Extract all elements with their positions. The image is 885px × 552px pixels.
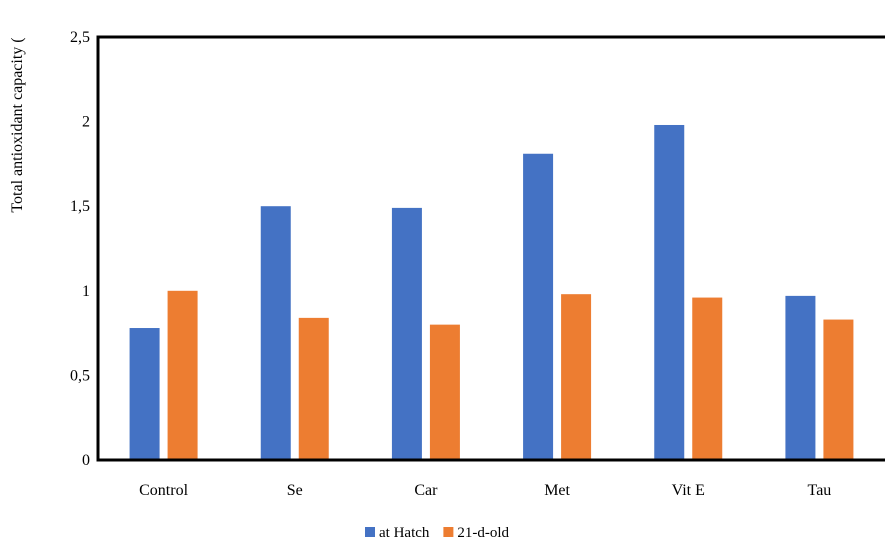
x-axis-ticks: Control Se Car Met Vit E Tau bbox=[139, 482, 831, 499]
legend-label: 21-d-old bbox=[457, 525, 509, 541]
plot-frame bbox=[96, 35, 885, 462]
bar-21-d-old-met bbox=[561, 294, 592, 460]
y-axis-label: Total antioxidant capacity ( bbox=[9, 37, 26, 212]
legend-swatch bbox=[443, 527, 454, 537]
bar-21-d-old-car bbox=[429, 324, 460, 460]
x-tick-label: Car bbox=[414, 482, 438, 499]
legend-label: at Hatch bbox=[379, 525, 430, 541]
y-tick-label: 1 bbox=[82, 283, 90, 300]
bar-at-hatch-control bbox=[129, 328, 160, 460]
y-tick-label: 0 bbox=[82, 452, 90, 469]
bar-at-hatch-tau bbox=[785, 295, 816, 460]
bar-21-d-old-se bbox=[298, 317, 329, 460]
bar-at-hatch-se bbox=[260, 206, 291, 460]
bar-at-hatch-met bbox=[523, 153, 554, 461]
x-tick-label: Tau bbox=[808, 482, 832, 499]
legend: at Hatch 21-d-old bbox=[365, 525, 510, 541]
x-tick-label: Control bbox=[139, 482, 188, 499]
legend-swatch bbox=[365, 527, 375, 537]
bar-at-hatch-vit-e bbox=[654, 124, 685, 460]
y-tick-label: 2,5 bbox=[70, 29, 90, 46]
x-tick-label: Se bbox=[287, 482, 303, 499]
bar-at-hatch-car bbox=[391, 207, 422, 460]
bar-21-d-old-tau bbox=[823, 319, 854, 460]
y-tick-label: 2 bbox=[82, 114, 90, 131]
y-tick-label: 1,5 bbox=[70, 198, 90, 215]
x-tick-label: Vit E bbox=[672, 482, 705, 499]
y-axis-ticks: 0 0,5 1 1,5 2 2,5 bbox=[70, 29, 90, 469]
y-tick-label: 0,5 bbox=[70, 367, 90, 384]
bars-layer bbox=[129, 124, 854, 461]
bar-21-d-old-control bbox=[167, 290, 198, 460]
bar-21-d-old-vit-e bbox=[692, 297, 723, 460]
x-tick-label: Met bbox=[544, 482, 570, 499]
